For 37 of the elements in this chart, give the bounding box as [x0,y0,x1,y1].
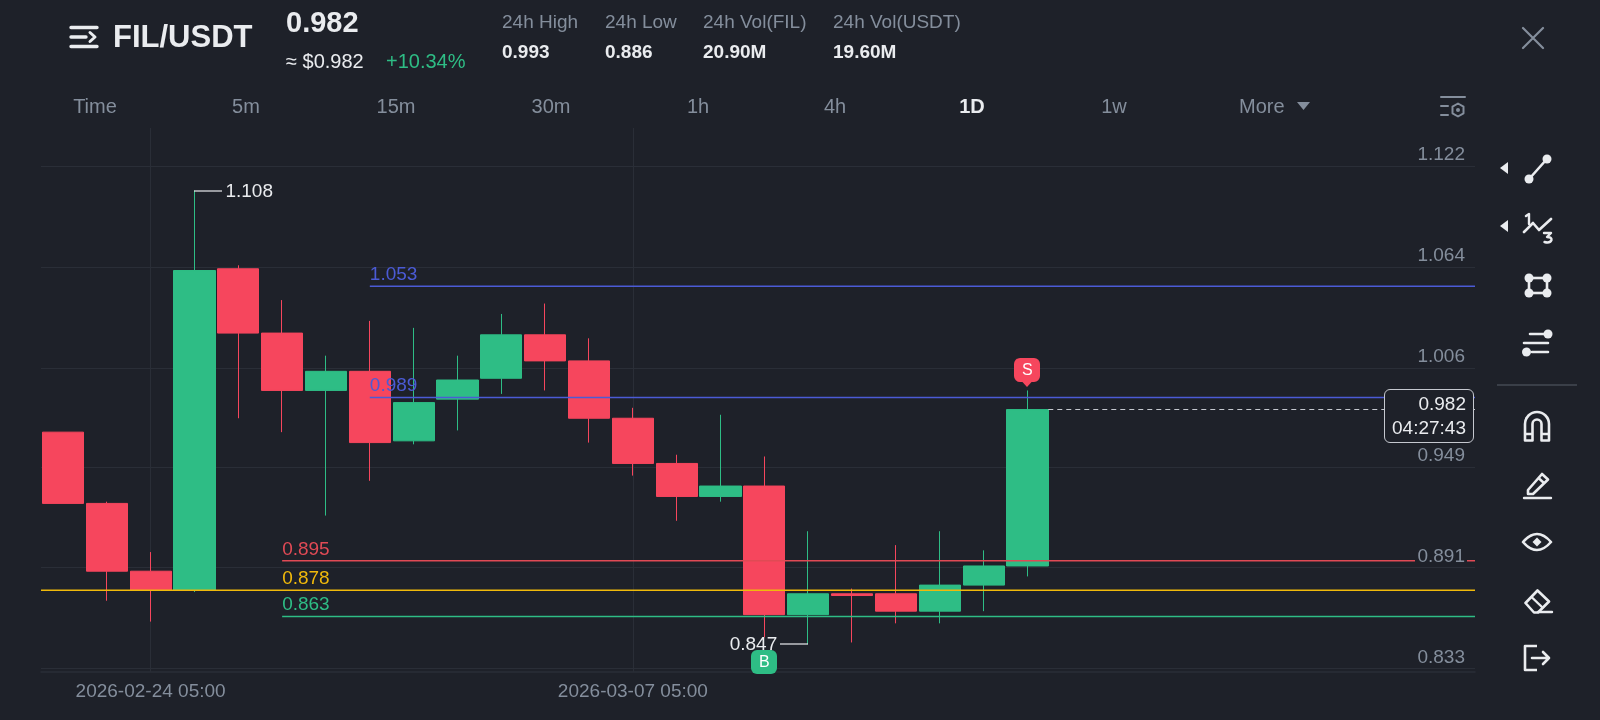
data-label: 0.863 [282,593,330,615]
data-label: 0.878 [282,567,330,589]
y-tick-label: 0.891 [1415,544,1467,566]
y-tick-label: 0.833 [1415,645,1467,667]
text: 0.993 [502,41,550,63]
y-tick-label: 1.064 [1415,244,1467,266]
text: 1h [686,94,710,118]
text: 19.60M [833,41,897,63]
data-label: 0.895 [282,537,330,559]
data-label: 1.053 [369,263,418,285]
text: 5m [232,94,260,118]
text: 1w [1101,94,1127,118]
x-tick-label: 2026-02-24 05:00 [75,680,226,701]
y-tick-label: 1.122 [1415,143,1467,165]
text: 0.982 [286,6,359,40]
label-frame: 0.982 04:27:43 [1384,388,1474,443]
text: 4h [823,94,847,118]
y-tick-label: 1.006 [1415,344,1467,366]
text: 15m [376,94,416,118]
x-tick-label: 2026-03-07 05:00 [557,680,708,701]
text: 24h Vol(USDT) [833,11,961,33]
text: Time [73,94,117,118]
text: 24h Low [605,11,677,33]
text: 24h High [502,11,579,33]
text: +10.34% [386,49,466,73]
letter-badge: B [751,649,778,674]
annotation: S [1014,357,1041,382]
text: 1D [959,94,985,118]
text: 0.886 [605,41,653,63]
text: More [1239,94,1285,118]
text: 30m [531,94,571,118]
text: 24h Vol(FIL) [703,11,807,33]
y-tick-label: 0.949 [1415,443,1467,465]
chart-title: FIL/USDT [113,19,253,55]
text: ≈ $0.982 [286,49,364,73]
text: 20.90M [703,41,767,63]
annotation: 1.108 [225,179,273,202]
